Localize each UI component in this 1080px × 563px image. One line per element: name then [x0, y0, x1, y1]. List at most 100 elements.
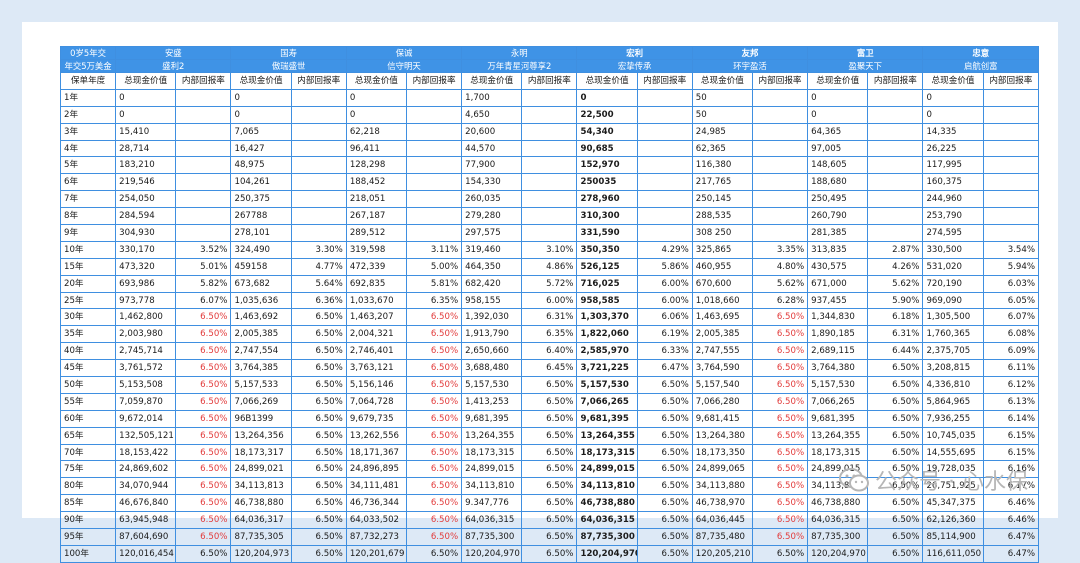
cash-value-cell: 1,463,692: [230, 308, 292, 327]
irr-cell: 6.08%: [982, 325, 1040, 344]
cash-value-cell: 87,735,300: [576, 528, 638, 546]
cash-value-cell: 18,171,367: [345, 443, 407, 462]
policy-year-cell: 6年: [59, 173, 117, 192]
irr-cell: 6.18%: [867, 308, 924, 327]
table-row: 25年 973,778 6.07% 1,035,636 6.36% 1,033,670 6.…: [59, 291, 1040, 310]
table-row: 2年 0 0 0 4,650 22,500 50 0 0: [59, 105, 1040, 124]
cash-value-cell: 250,375: [230, 190, 292, 209]
cash-value-cell: 3,764,385: [230, 359, 292, 378]
irr-cell: 6.50%: [636, 511, 693, 530]
policy-year-cell: 1年: [59, 88, 117, 107]
cash-value-cell: 0: [807, 105, 869, 124]
cash-value-cell: 9,672,014: [115, 409, 177, 428]
product-name-3: 万年青星河尊享2: [461, 59, 578, 73]
irr-cell: 6.15%: [982, 426, 1040, 445]
cash-value-cell: 279,280: [461, 207, 523, 226]
cash-value-cell: 160,375: [922, 173, 984, 192]
corner-line1: 0岁5年交: [59, 46, 117, 60]
product-name-5: 环宇盈活: [691, 59, 809, 73]
irr-cell: 3.11%: [405, 240, 463, 259]
irr-cell: 6.50%: [175, 308, 232, 327]
product-name-4: 宏挚传承: [576, 59, 693, 73]
irr-header: 内部回报率: [521, 72, 578, 90]
cash-value-cell: 24,899,021: [230, 460, 292, 479]
cash-value-cell: 120,016,454: [115, 544, 177, 563]
company-name-5: 友邦: [691, 46, 809, 60]
irr-cell: [405, 88, 463, 107]
cash-value-cell: 188,680: [807, 173, 869, 192]
cash-value-cell: 5,156,146: [345, 376, 407, 394]
irr-cell: [290, 156, 347, 175]
table-row: 10年 330,170 3.52% 324,490 3.30% 319,598 3.11% 3…: [59, 240, 1040, 259]
cash-value-cell: 0: [345, 105, 407, 124]
irr-cell: 6.31%: [521, 308, 578, 327]
table-row: 20年 693,986 5.82% 673,682 5.64% 692,835 5.81% 6…: [59, 274, 1040, 293]
irr-cell: 6.50%: [751, 477, 809, 496]
cash-value-cell: 0: [230, 88, 292, 107]
cash-value-cell: 325,865: [691, 240, 753, 259]
irr-cell: 6.03%: [982, 274, 1040, 293]
cash-value-cell: 4,336,810: [922, 376, 984, 394]
company-name-7: 忠意: [922, 46, 1039, 60]
irr-header: 内部回报率: [982, 72, 1040, 90]
cash-value-cell: 24,899,015: [807, 460, 869, 479]
cash-value-cell: 64,365: [807, 122, 869, 141]
irr-cell: [290, 105, 347, 124]
cash-value-cell: 260,035: [461, 190, 523, 209]
cash-value-cell: 10,745,035: [922, 426, 984, 445]
year-column-header: 保单年度: [59, 72, 117, 90]
cash-value-cell: 63,945,948: [115, 511, 177, 530]
cash-value-header: 总现金价值: [461, 72, 523, 90]
cash-value-cell: 24,869,602: [115, 460, 177, 479]
table-row: 4年 28,714 16,427 96,411 44,570 90,685 62,365 97…: [59, 139, 1040, 158]
cash-value-cell: 50: [691, 88, 753, 107]
cash-value-cell: 87,732,273: [345, 528, 407, 546]
cash-value-cell: 958,585: [576, 291, 638, 310]
irr-cell: [751, 207, 809, 226]
cash-value-cell: 13,262,556: [345, 426, 407, 445]
irr-cell: 6.50%: [521, 392, 578, 411]
irr-cell: 6.50%: [521, 443, 578, 462]
irr-cell: 6.50%: [636, 544, 693, 563]
cash-value-cell: 13,264,356: [230, 426, 292, 445]
irr-cell: 6.28%: [751, 291, 809, 310]
cash-value-cell: 120,201,679: [345, 544, 407, 563]
irr-cell: [982, 139, 1040, 158]
irr-cell: [405, 105, 463, 124]
table-row: 70年 18,153,422 6.50% 18,173,317 6.50% 18,171,…: [59, 443, 1040, 462]
cash-value-cell: 460,955: [691, 257, 753, 276]
irr-cell: [636, 122, 693, 141]
irr-cell: 6.50%: [751, 342, 809, 361]
cash-value-cell: 34,113,880: [691, 477, 753, 496]
irr-cell: 6.50%: [290, 409, 347, 428]
cash-value-cell: 116,380: [691, 156, 753, 175]
cash-value-cell: 120,204,970: [461, 544, 523, 563]
irr-cell: [405, 224, 463, 242]
cash-value-cell: 3,688,480: [461, 359, 523, 378]
irr-cell: [982, 224, 1040, 242]
irr-cell: [867, 88, 924, 107]
irr-cell: 6.50%: [636, 477, 693, 496]
irr-cell: [751, 224, 809, 242]
irr-cell: [521, 173, 578, 192]
cash-value-header: 总现金价值: [115, 72, 177, 90]
cash-value-cell: 330,500: [922, 240, 984, 259]
irr-cell: 6.50%: [405, 460, 463, 479]
irr-cell: [175, 156, 232, 175]
cash-value-cell: 331,590: [576, 224, 638, 242]
table-header: 0岁5年交 安盛 国寿 保诚 永明 宏利 友邦 富卫 忠意 年交5万美金 盛利2 傲瑞盛世 信守明…: [59, 46, 1039, 73]
cash-value-cell: 9,681,415: [691, 409, 753, 428]
cash-value-header: 总现金价值: [807, 72, 869, 90]
cash-value-cell: 2,746,401: [345, 342, 407, 361]
policy-year-cell: 85年: [59, 494, 117, 513]
table-row: 3年 15,410 7,065 62,218 20,600 54,340 24,985 64,…: [59, 122, 1040, 141]
cash-value-cell: 0: [115, 88, 177, 107]
irr-cell: 6.50%: [751, 376, 809, 394]
table-row: 15年 473,320 5.01% 459158 4.77% 472,339 5.00% 46…: [59, 257, 1040, 276]
irr-cell: 6.50%: [405, 426, 463, 445]
cash-value-cell: 3,721,225: [576, 359, 638, 378]
irr-cell: 6.50%: [290, 443, 347, 462]
cash-value-cell: 310,300: [576, 207, 638, 226]
irr-cell: 6.50%: [867, 426, 924, 445]
table-row: 5年 183,210 48,975 128,298 77,900 152,970 116,3…: [59, 156, 1040, 175]
